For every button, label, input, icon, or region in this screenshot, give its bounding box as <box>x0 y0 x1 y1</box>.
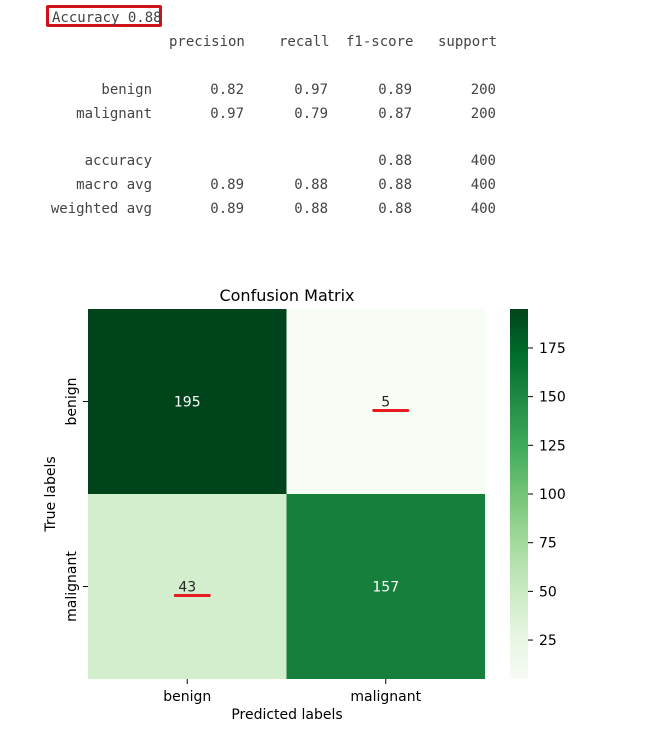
heatmap-cell <box>286 309 485 494</box>
row-cell: 0.88 <box>378 201 412 217</box>
colorbar-tick-label: 100 <box>539 487 566 503</box>
cell-value-label: 157 <box>372 580 399 596</box>
header-f1-score: f1-score <box>346 34 414 50</box>
row-label: accuracy <box>84 153 152 169</box>
heatmap-cell <box>88 494 287 679</box>
colorbar <box>510 309 528 679</box>
y-tick-label: malignant <box>64 551 80 622</box>
x-tick-label: malignant <box>350 689 421 705</box>
header-precision: precision <box>169 34 245 50</box>
row-cell: 0.88 <box>294 201 328 217</box>
row-cell: 0.89 <box>210 177 244 193</box>
header-support: support <box>438 34 498 50</box>
x-axis-label: Predicted labels <box>231 707 342 723</box>
row-cell: 0.87 <box>378 106 412 122</box>
colorbar-tick-label: 50 <box>539 584 557 600</box>
header-recall: recall <box>279 34 330 50</box>
chart-title: Confusion Matrix <box>219 286 354 305</box>
heatmap-cell <box>286 494 485 679</box>
colorbar-tick-label: 175 <box>539 341 566 357</box>
x-tick-label: benign <box>163 689 211 705</box>
row-cell: 400 <box>470 177 496 193</box>
row-cell: 0.88 <box>294 177 328 193</box>
colorbar-tick-label: 25 <box>539 633 557 649</box>
classification-report: Accuracy 0.88 precision recall f1-score … <box>0 0 667 230</box>
cell-value-label: 43 <box>178 580 196 596</box>
row-cell: 400 <box>470 153 496 169</box>
row-cell: 200 <box>470 106 496 122</box>
row-cell: 200 <box>470 82 496 98</box>
row-cell: 400 <box>470 201 496 217</box>
heatmap-cell <box>88 309 287 494</box>
row-cell: 0.97 <box>210 106 244 122</box>
row-label: macro avg <box>76 177 152 193</box>
row-cell: 0.89 <box>210 201 244 217</box>
row-cell: 0.88 <box>378 177 412 193</box>
y-axis-label: True labels <box>43 456 59 532</box>
row-label: benign <box>101 82 152 98</box>
row-cell: 0.88 <box>378 153 412 169</box>
confusion-matrix-chart: Confusion Matrix 195 5 43 157 benign maligna… <box>0 230 667 747</box>
row-label: weighted avg <box>50 201 152 217</box>
cell-value-label: 195 <box>174 395 201 411</box>
accuracy-text: Accuracy 0.88 <box>52 10 162 26</box>
row-label: malignant <box>76 106 152 122</box>
cell-value-label: 5 <box>381 395 390 411</box>
colorbar-tick-label: 125 <box>539 438 566 454</box>
row-cell: 0.79 <box>294 106 328 122</box>
confusion-matrix-svg: Confusion Matrix 195 5 43 157 benign maligna… <box>43 286 566 723</box>
row-cell: 0.89 <box>378 82 412 98</box>
y-tick-label: benign <box>64 377 80 425</box>
row-cell: 0.82 <box>210 82 244 98</box>
accuracy-highlight-box <box>46 5 162 27</box>
colorbar-tick-label: 150 <box>539 390 566 406</box>
row-cell: 0.97 <box>294 82 328 98</box>
colorbar-tick-label: 75 <box>539 536 557 552</box>
